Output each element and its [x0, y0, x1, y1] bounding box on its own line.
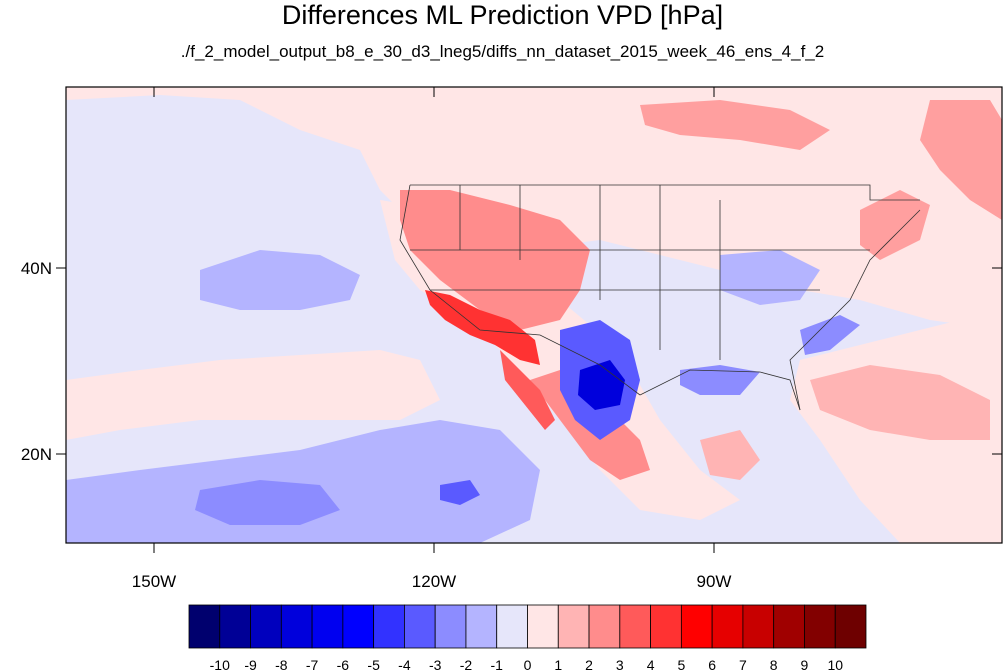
colorbar-tick-label: -4 — [398, 657, 411, 672]
lat-label-40n: 40N — [21, 259, 52, 278]
colorbar-box — [250, 604, 282, 649]
colorbar-tick-label: -9 — [244, 657, 257, 672]
colorbar-tick-label: 6 — [708, 657, 716, 672]
colorbar-box — [311, 604, 344, 649]
region-negative-gulf — [680, 365, 760, 395]
map-ticks — [56, 87, 1002, 553]
colorbar-box — [219, 604, 251, 649]
colorbar-box — [465, 604, 498, 649]
map-frame — [65, 86, 1003, 544]
colorbar-tick-label: -3 — [429, 657, 442, 672]
region-negative-carolina — [800, 315, 860, 355]
colorbar-tick-label: -2 — [460, 657, 473, 672]
colorbar-tick-label: -8 — [275, 657, 288, 672]
lon-label-150w: 150W — [132, 572, 176, 591]
region-strong-negative-mexico — [578, 360, 625, 410]
region-negative-midwest — [720, 250, 820, 305]
colorbar-box — [588, 604, 621, 649]
region-weak-positive-pacific — [66, 350, 440, 440]
chart-title: Differences ML Prediction VPD [hPa] — [281, 0, 724, 30]
colorbar-labels: -10 -9 -8 -7 -6 -5 -4 -3 -2 -1 0 1 2 3 4 5 6 7 8 9 10 — [210, 657, 844, 672]
colorbar-tick-label: 2 — [585, 657, 593, 672]
colorbar-box — [773, 604, 805, 649]
lon-label-90w: 90W — [697, 572, 732, 591]
colorbar-box — [834, 604, 867, 649]
colorbar-tick-label: -10 — [210, 657, 230, 672]
region-negative-pacific-center — [195, 480, 340, 525]
colorbar-tick-label: 10 — [827, 657, 843, 672]
colorbar-tick-label: 4 — [647, 657, 655, 672]
region-positive-north-canada — [640, 100, 830, 150]
region-positive-east-canada — [920, 100, 1002, 220]
colorbar-box — [373, 604, 405, 649]
lat-label-20n: 20N — [21, 445, 52, 464]
colorbar-box — [804, 604, 836, 649]
colorbar-box — [680, 604, 713, 649]
colorbar-box — [404, 604, 436, 649]
colorbar-box — [527, 604, 559, 649]
colorbar-tick-label: -6 — [337, 657, 350, 672]
state-boundaries — [399, 184, 921, 411]
colorbar-box — [342, 604, 375, 649]
colorbar-box — [188, 604, 221, 649]
colorbar-tick-label: 0 — [524, 657, 532, 672]
colorbar-tick-label: 3 — [616, 657, 624, 672]
colorbar-tick-label: -7 — [306, 657, 319, 672]
colorbar-box — [650, 604, 682, 649]
chart-subtitle: ./f_2_model_output_b8_e_30_d3_lneg5/diff… — [180, 42, 825, 61]
colorbar-box — [280, 604, 313, 649]
region-strong-positive-baja — [500, 350, 555, 430]
region-negative-pacific-spot — [440, 480, 480, 505]
region-positive-caribbean — [700, 430, 760, 480]
colorbar-box — [557, 604, 590, 649]
colorbar-tick-label: 7 — [739, 657, 747, 672]
colorbar-boxes — [188, 604, 867, 649]
colorbar-tick-label: 8 — [770, 657, 778, 672]
region-negative-pacific-south — [66, 420, 540, 543]
region-positive-newengland — [860, 190, 930, 260]
lon-label-120w: 120W — [412, 572, 456, 591]
colorbar-tick-label: -5 — [367, 657, 380, 672]
region-positive-atlantic-band — [810, 365, 990, 440]
colorbar-tick-label: 1 — [554, 657, 562, 672]
colorbar-box — [496, 604, 528, 649]
region-negative-pacific-north — [200, 250, 360, 310]
colorbar-box — [742, 604, 775, 649]
colorbar-box — [434, 604, 467, 649]
colorbar-tick-label: 9 — [801, 657, 809, 672]
region-positive-west-us — [400, 190, 590, 330]
colorbar-tick-label: 5 — [677, 657, 685, 672]
colorbar-tick-label: -1 — [491, 657, 504, 672]
colorbar-box — [619, 604, 651, 649]
colorbar-box — [711, 604, 744, 649]
